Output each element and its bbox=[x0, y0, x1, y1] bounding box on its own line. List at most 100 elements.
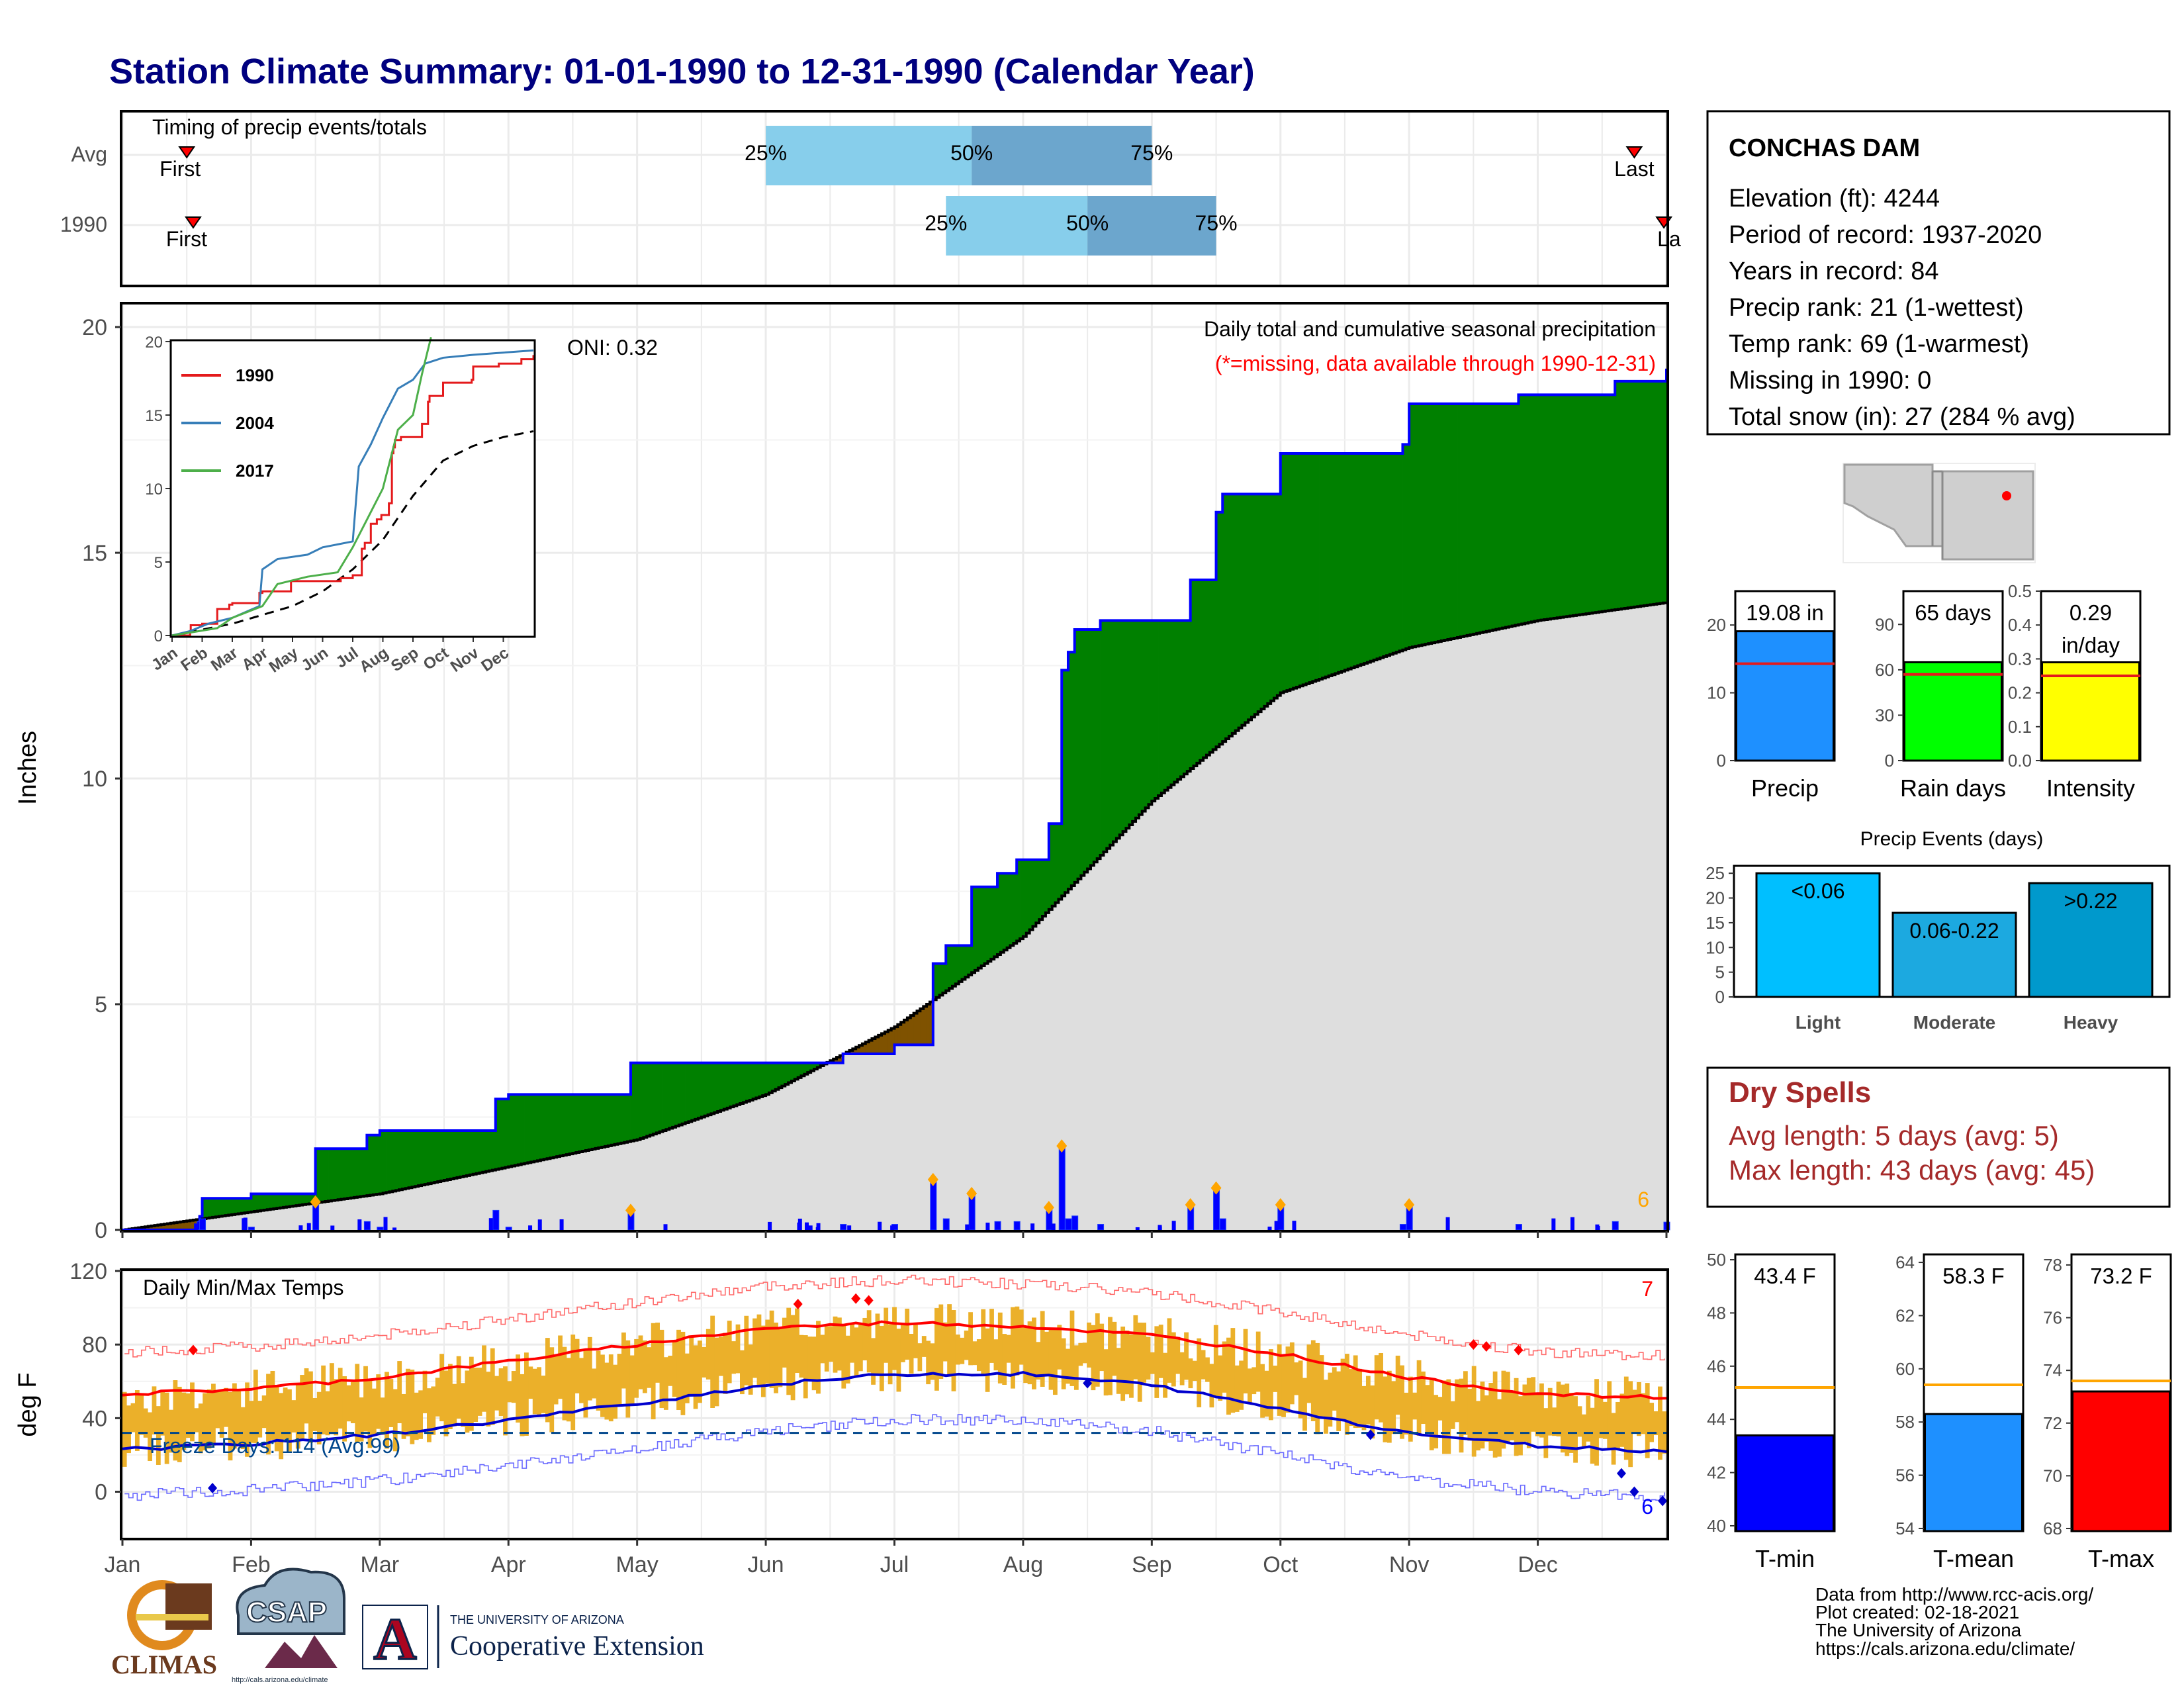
above-average-fill bbox=[1315, 453, 1320, 681]
above-average-fill bbox=[782, 1062, 786, 1087]
above-average-fill bbox=[987, 886, 991, 962]
daily-temp-bar bbox=[1602, 1401, 1608, 1439]
above-average-fill bbox=[386, 1130, 390, 1193]
daily-temp-bar bbox=[1289, 1342, 1295, 1405]
above-average-fill bbox=[1164, 620, 1168, 791]
inset-y-tick-label: 5 bbox=[154, 554, 163, 572]
daily-temp-bar bbox=[152, 1386, 157, 1434]
station-line: Period of record: 1937-2020 bbox=[1729, 221, 2042, 249]
first-marker-icon bbox=[185, 216, 202, 229]
above-average-fill bbox=[1367, 453, 1371, 663]
precip-note: Daily total and cumulative seasonal prec… bbox=[1204, 317, 1656, 341]
snow-marker-icon bbox=[1043, 1201, 1054, 1215]
snow-marker-icon bbox=[310, 1195, 321, 1209]
precip-y-tick-label: 10 bbox=[82, 767, 107, 792]
above-average-fill bbox=[1406, 444, 1410, 649]
station-line: Elevation (ft): 4244 bbox=[1729, 185, 1940, 212]
daily-temp-bar bbox=[799, 1335, 804, 1378]
above-average-fill bbox=[666, 1062, 670, 1130]
daily-precip-bar bbox=[1051, 1223, 1056, 1230]
daily-temp-bar bbox=[503, 1366, 508, 1436]
daily-temp-bar bbox=[663, 1357, 668, 1410]
snow-marker-icon bbox=[1275, 1197, 1286, 1211]
small-chart-y-tick-label: 0 bbox=[1885, 751, 1894, 771]
above-average-fill bbox=[492, 1130, 496, 1171]
above-average-fill bbox=[248, 1197, 251, 1213]
above-average-fill bbox=[1531, 395, 1535, 622]
daily-temp-bar bbox=[642, 1340, 647, 1393]
above-average-fill bbox=[1637, 381, 1641, 607]
daily-temp-bar bbox=[240, 1407, 246, 1450]
precip-y-tick-label: 20 bbox=[82, 315, 107, 340]
daily-temp-bar bbox=[1044, 1331, 1050, 1375]
above-average-fill bbox=[293, 1194, 296, 1207]
above-average-fill bbox=[1010, 872, 1014, 946]
daily-temp-bar bbox=[486, 1372, 491, 1427]
above-average-fill bbox=[1402, 444, 1406, 651]
above-average-fill bbox=[1135, 620, 1140, 819]
daily-precip-bar bbox=[528, 1225, 533, 1230]
snow-marker-icon bbox=[966, 1187, 978, 1201]
daily-temp-bar bbox=[1505, 1372, 1510, 1444]
station-frame bbox=[1706, 110, 2171, 436]
daily-temp-bar bbox=[410, 1370, 415, 1444]
inset-x-tick-label: Jul bbox=[333, 644, 362, 672]
above-average-fill bbox=[1614, 381, 1619, 610]
daily-temp-bar bbox=[130, 1403, 136, 1432]
above-average-fill bbox=[1434, 403, 1439, 643]
daily-temp-bar bbox=[1463, 1371, 1468, 1435]
small-chart-y-tick-label: 54 bbox=[1895, 1519, 1915, 1538]
above-average-fill bbox=[1019, 859, 1024, 939]
above-average-fill bbox=[360, 1148, 364, 1197]
above-average-fill bbox=[225, 1197, 229, 1216]
daily-temp-bar bbox=[549, 1347, 555, 1432]
daily-temp-bar bbox=[1577, 1406, 1582, 1437]
daily-temp-bar bbox=[1379, 1352, 1383, 1423]
daily-temp-bar bbox=[1547, 1387, 1553, 1436]
above-average-fill bbox=[1013, 872, 1017, 944]
last-marker-icon bbox=[1625, 146, 1643, 159]
daily-precip-bar bbox=[559, 1219, 564, 1230]
above-average-fill bbox=[466, 1130, 471, 1176]
daily-temp-bar bbox=[1615, 1401, 1620, 1448]
above-average-fill bbox=[270, 1194, 274, 1209]
daily-temp-bar bbox=[261, 1395, 267, 1429]
above-average-fill bbox=[1203, 579, 1207, 759]
snow-marker-icon bbox=[1056, 1139, 1068, 1153]
small-chart-y-tick-label: 30 bbox=[1875, 705, 1894, 725]
above-average-fill bbox=[485, 1130, 490, 1172]
above-average-fill bbox=[1389, 453, 1394, 655]
inset-x-tick-label: Apr bbox=[239, 644, 271, 675]
above-average-fill bbox=[1087, 629, 1091, 870]
month-label: Dec bbox=[1518, 1552, 1557, 1577]
above-average-fill bbox=[1093, 629, 1098, 863]
daily-precip-bar bbox=[1013, 1221, 1021, 1231]
small-chart-category-label: Precip bbox=[1751, 774, 1819, 802]
above-average-fill bbox=[978, 886, 982, 969]
daily-temp-bar bbox=[452, 1383, 457, 1427]
small-chart-y-tick-label: 44 bbox=[1707, 1409, 1726, 1429]
daily-temp-bar bbox=[1167, 1318, 1172, 1383]
above-average-fill bbox=[711, 1062, 715, 1114]
above-average-fill bbox=[1335, 453, 1339, 674]
above-average-fill bbox=[318, 1148, 322, 1203]
above-average-fill bbox=[1392, 453, 1397, 654]
daily-precip-bar bbox=[1570, 1217, 1574, 1230]
small-chart-y-tick-label: 78 bbox=[2043, 1255, 2062, 1275]
daily-temp-bar bbox=[177, 1386, 182, 1462]
above-average-fill bbox=[431, 1130, 435, 1184]
last-label: La bbox=[1657, 227, 1681, 251]
above-average-fill bbox=[324, 1148, 329, 1202]
dry-spells-max: Max length: 43 days (avg: 45) bbox=[1729, 1154, 2095, 1186]
small-chart-bar bbox=[2071, 1390, 2171, 1532]
daily-temp-bar bbox=[562, 1346, 567, 1421]
above-average-fill bbox=[1152, 620, 1156, 802]
daily-temp-bar bbox=[1112, 1321, 1117, 1376]
daily-precip-bar bbox=[930, 1179, 937, 1231]
daily-temp-bar bbox=[371, 1388, 377, 1434]
above-average-fill bbox=[505, 1098, 509, 1168]
daily-temp-bar bbox=[524, 1352, 529, 1436]
daily-temp-bar bbox=[494, 1376, 500, 1411]
above-average-fill bbox=[1589, 395, 1593, 614]
daily-temp-bar bbox=[1277, 1344, 1282, 1416]
